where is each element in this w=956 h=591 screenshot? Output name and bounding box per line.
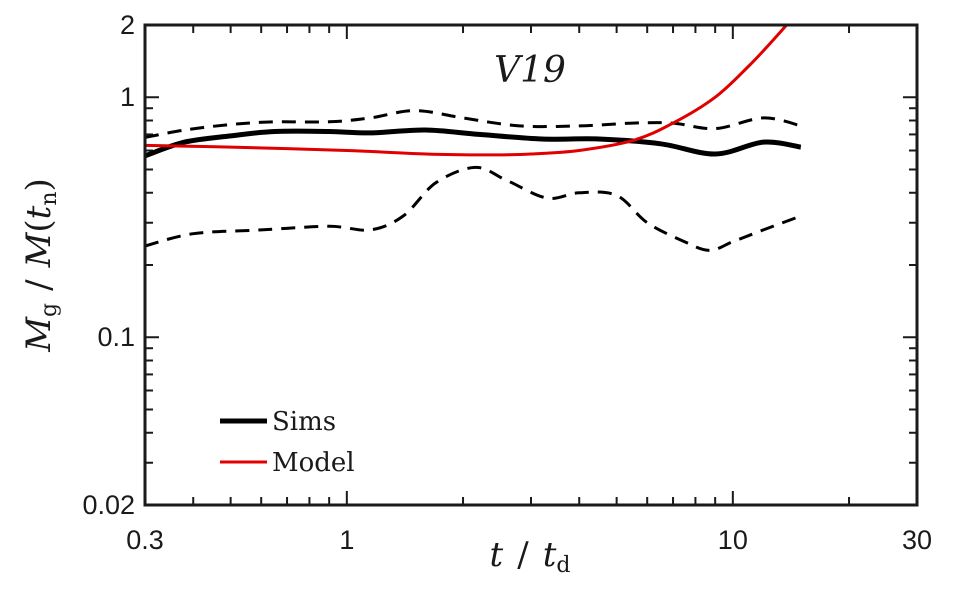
y-tick-label: 0.1 [97,322,135,352]
x-tick-label: 1 [339,525,354,555]
legend-label-model: Model [272,448,355,478]
series-line-sims-upper [145,109,802,139]
series-line-sims [145,127,802,159]
y-axis-label: Mg/M(tn) [19,178,62,353]
series-annotation: V19 [494,50,566,91]
legend: Sims Model [220,407,355,478]
y-tick-label: 0.02 [82,490,135,520]
x-tick-label: 30 [902,525,932,555]
y-tick-label: 1 [120,82,135,112]
series-line-sims-lower [145,165,802,252]
x-axis-label: t / td [490,535,571,578]
series-line-model [145,25,789,157]
x-tick-label: 10 [718,525,748,555]
legend-label-sims: Sims [272,407,336,437]
svg-text:t/td: t / td [490,535,571,578]
axes: 0.3 1 10 30 0.02 0.1 1 2 [82,10,932,555]
y-tick-label: 2 [120,10,135,40]
x-tick-label: 0.3 [126,525,164,555]
plot-frame [143,23,919,507]
series-layer [145,25,802,252]
svg-text:Mg/M(tn): Mg/M(tn) [19,178,62,353]
